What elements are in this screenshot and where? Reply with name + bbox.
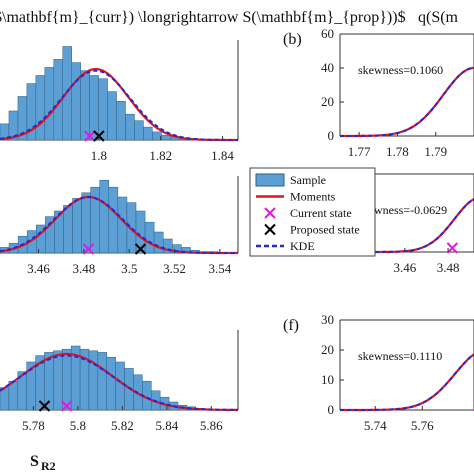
right-f-x-tick-label: 5.76 (411, 418, 434, 433)
panel-right-b: 1.77 1.78 1.79 0 20 40 60 (b) skewness=0.1060 (283, 26, 474, 159)
left-1-current-state-marker-stroke-2 (83, 130, 96, 142)
left-2-bar (72, 198, 82, 254)
left-2-x-tick-label: 3.54 (208, 261, 231, 276)
left-3-bar (62, 348, 72, 411)
right-f-y-tick-label: 20 (321, 342, 334, 357)
right-d-x-tick-label: 3.48 (437, 260, 460, 275)
left-3-proposed-state-marker (38, 400, 51, 412)
left-1-current-state-marker (83, 130, 96, 142)
legend: Sample Moments Current state Proposed state… (249, 167, 376, 257)
right-b-moments-curve (340, 66, 474, 138)
left-1-bar (35, 75, 46, 141)
left-3-x-tick-label: 5.8 (70, 418, 86, 433)
panel-right-f: 5.74 5.76 0 10 20 30 (f) skewness=0.1110 (283, 312, 474, 433)
left-2-bar (99, 179, 110, 254)
right-b-y-tick-label: 40 (321, 60, 334, 75)
legend-label: Proposed state (290, 223, 360, 237)
left-2-x-tick-label: 3.52 (163, 261, 186, 276)
left-1-x-tick-label: 1.82 (149, 148, 172, 163)
left-2-x-tick-label: 3.5 (121, 261, 137, 276)
left-1-bar (125, 113, 135, 141)
right-f-panel-label: (f) (283, 317, 299, 334)
left-3-current-state-marker (61, 400, 73, 412)
panel-left-1: 1.8 1.82 1.84 (0, 40, 239, 163)
left-2-current-state-marker-stroke-2 (82, 243, 95, 255)
legend-label: Current state (290, 206, 352, 220)
left-1-x-tick-label: 1.8 (91, 148, 107, 163)
bottom-left-xlabel-subscript: R2 (41, 459, 56, 473)
left-2-bar (153, 231, 164, 254)
right-f-y-tick-label: 30 (321, 312, 334, 327)
legend-proposed-marker-stroke-2 (264, 223, 276, 236)
left-1-kde-curve (0, 69, 238, 141)
left-3-x-tick-label: 5.78 (22, 418, 45, 433)
right-f-x-tick-label: 5.74 (364, 418, 387, 433)
right-d-current-state-marker (446, 242, 459, 254)
left-3-bar (106, 356, 116, 411)
left-2-proposed-state-marker-stroke-2 (134, 243, 147, 255)
left-2-x-tick-label: 3.48 (72, 261, 95, 276)
right-d-current-state-marker-stroke-2 (446, 242, 459, 254)
left-2-kde-curve (0, 196, 238, 254)
right-b-skewness-label: skewness=0.1060 (358, 63, 443, 77)
right-d-x-tick-label: 3.46 (393, 260, 416, 275)
left-3-kde-curve (0, 354, 238, 411)
left-3-bar (115, 361, 125, 411)
right-b-x-tick-label: 1.78 (386, 144, 409, 159)
right-b-y-tick-label: 0 (328, 128, 335, 143)
left-2-bar (63, 205, 73, 254)
left-2-proposed-state-marker (134, 243, 147, 255)
right-f-kde-curve (340, 353, 474, 411)
left-column-title: $\mathbf{m}_{curr}) \longrightarrow S(\m… (0, 9, 406, 26)
panel-left-2: 3.46 3.48 3.5 3.52 3.54 (0, 176, 239, 276)
left-1-bar (107, 91, 117, 141)
legend-sample-patch (255, 173, 285, 187)
left-3-proposed-state-marker-stroke-2 (38, 400, 51, 412)
bottom-left-xlabel: S (30, 453, 39, 470)
left-2-x-tick-label: 3.46 (27, 261, 50, 276)
legend-label: Sample (290, 173, 326, 187)
right-b-y-tick-label: 20 (321, 94, 334, 109)
left-1-bar (152, 131, 162, 141)
left-3-bar (8, 380, 19, 411)
legend-label: KDE (290, 239, 315, 253)
left-2-bar (108, 186, 119, 254)
left-1-bar (143, 126, 153, 141)
left-3-bar (88, 350, 99, 411)
legend-current-marker-stroke-2 (264, 207, 276, 219)
right-f-skewness-label: skewness=0.1110 (358, 349, 442, 363)
right-d-skewness-label: skewness=-0.0629 (358, 203, 447, 217)
left-1-bar (116, 101, 126, 141)
left-3-x-tick-label: 5.84 (155, 418, 178, 433)
left-1-bar (134, 120, 144, 141)
right-b-y-tick-label: 60 (321, 26, 334, 41)
left-3-current-state-marker-stroke-2 (61, 400, 73, 412)
left-1-bar (89, 75, 99, 141)
left-3-x-tick-label: 5.86 (200, 418, 223, 433)
right-f-y-tick-label: 0 (328, 402, 335, 417)
left-1-bar (80, 70, 90, 141)
left-3-x-tick-label: 5.82 (111, 418, 134, 433)
legend-current-marker (264, 207, 276, 219)
legend-proposed-marker (264, 223, 276, 236)
right-b-x-tick-label: 1.79 (424, 144, 447, 159)
left-1-x-tick-label: 1.84 (211, 148, 234, 163)
left-2-bar (81, 192, 91, 254)
panel-left-3: 5.78 5.8 5.82 5.84 5.86 (0, 330, 239, 433)
left-2-bar (144, 221, 155, 254)
legend-label: Moments (290, 190, 336, 204)
left-3-bar (97, 352, 108, 411)
left-1-bar (71, 62, 81, 141)
left-1-bar (44, 67, 55, 141)
left-1-bar (161, 134, 171, 141)
right-column-title: q(S(m (418, 9, 459, 26)
right-b-kde-curve (340, 67, 474, 137)
right-f-y-tick-label: 10 (321, 372, 334, 387)
right-b-x-tick-label: 1.77 (348, 144, 371, 159)
right-b-panel-label: (b) (283, 31, 302, 48)
left-3-bar (53, 350, 63, 411)
left-2-current-state-marker (82, 243, 95, 255)
